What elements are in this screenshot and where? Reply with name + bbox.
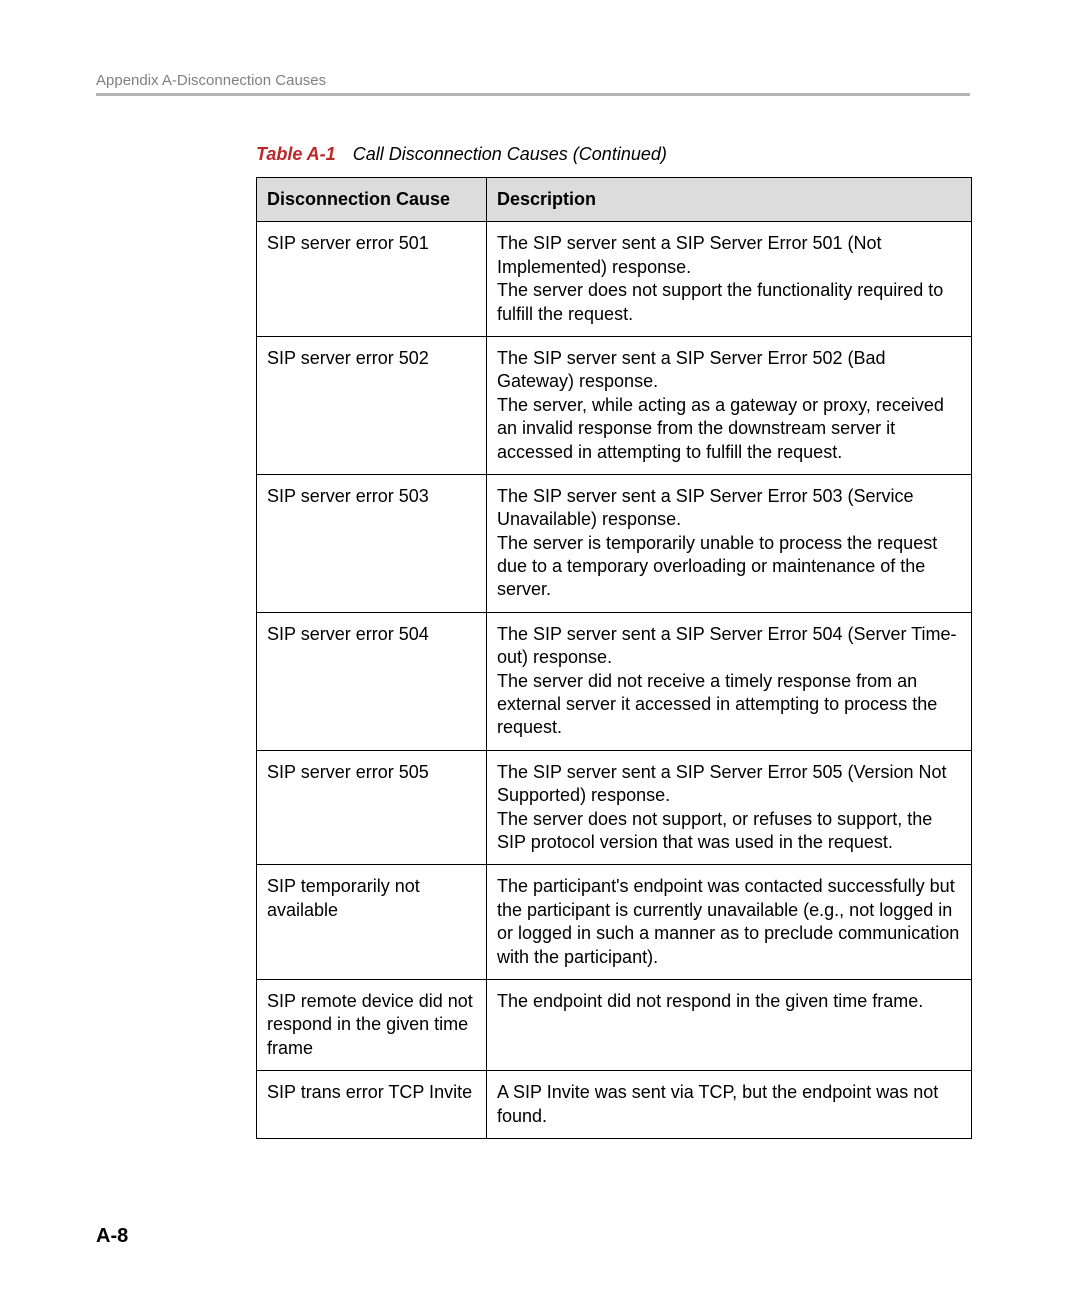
table-row: SIP server error 502 The SIP server sent…: [257, 336, 972, 474]
cell-description: The SIP server sent a SIP Server Error 5…: [487, 222, 972, 337]
column-header-description: Description: [487, 178, 972, 222]
header-rule: [96, 93, 970, 96]
cell-description: The SIP server sent a SIP Server Error 5…: [487, 750, 972, 865]
cell-description: The SIP server sent a SIP Server Error 5…: [487, 612, 972, 750]
cell-cause: SIP trans error TCP Invite: [257, 1071, 487, 1139]
document-page: Appendix A-Disconnection Causes Table A-…: [0, 0, 1080, 1306]
cell-cause: SIP remote device did not respond in the…: [257, 979, 487, 1070]
table-row: SIP remote device did not respond in the…: [257, 979, 972, 1070]
cell-cause: SIP server error 502: [257, 336, 487, 474]
cell-cause: SIP server error 501: [257, 222, 487, 337]
table-title: Call Disconnection Causes (Continued): [353, 144, 667, 164]
cell-cause: SIP temporarily not available: [257, 865, 487, 980]
table-wrap: Disconnection Cause Description SIP serv…: [256, 177, 970, 1139]
table-row: SIP server error 501 The SIP server sent…: [257, 222, 972, 337]
disconnection-causes-table: Disconnection Cause Description SIP serv…: [256, 177, 972, 1139]
table-label: Table A-1: [256, 144, 336, 164]
cell-description: A SIP Invite was sent via TCP, but the e…: [487, 1071, 972, 1139]
column-header-cause: Disconnection Cause: [257, 178, 487, 222]
table-row: SIP server error 505 The SIP server sent…: [257, 750, 972, 865]
table-row: SIP trans error TCP Invite A SIP Invite …: [257, 1071, 972, 1139]
page-number: A-8: [96, 1225, 128, 1248]
cell-description: The participant's endpoint was contacted…: [487, 865, 972, 980]
table-caption: Table A-1 Call Disconnection Causes (Con…: [256, 144, 970, 165]
running-head: Appendix A-Disconnection Causes: [96, 72, 970, 89]
table-row: SIP server error 504 The SIP server sent…: [257, 612, 972, 750]
cell-description: The endpoint did not respond in the give…: [487, 979, 972, 1070]
cell-cause: SIP server error 504: [257, 612, 487, 750]
table-body: SIP server error 501 The SIP server sent…: [257, 222, 972, 1139]
cell-description: The SIP server sent a SIP Server Error 5…: [487, 336, 972, 474]
table-row: SIP temporarily not available The partic…: [257, 865, 972, 980]
table-row: SIP server error 503 The SIP server sent…: [257, 474, 972, 612]
table-header-row: Disconnection Cause Description: [257, 178, 972, 222]
cell-cause: SIP server error 503: [257, 474, 487, 612]
cell-cause: SIP server error 505: [257, 750, 487, 865]
cell-description: The SIP server sent a SIP Server Error 5…: [487, 474, 972, 612]
